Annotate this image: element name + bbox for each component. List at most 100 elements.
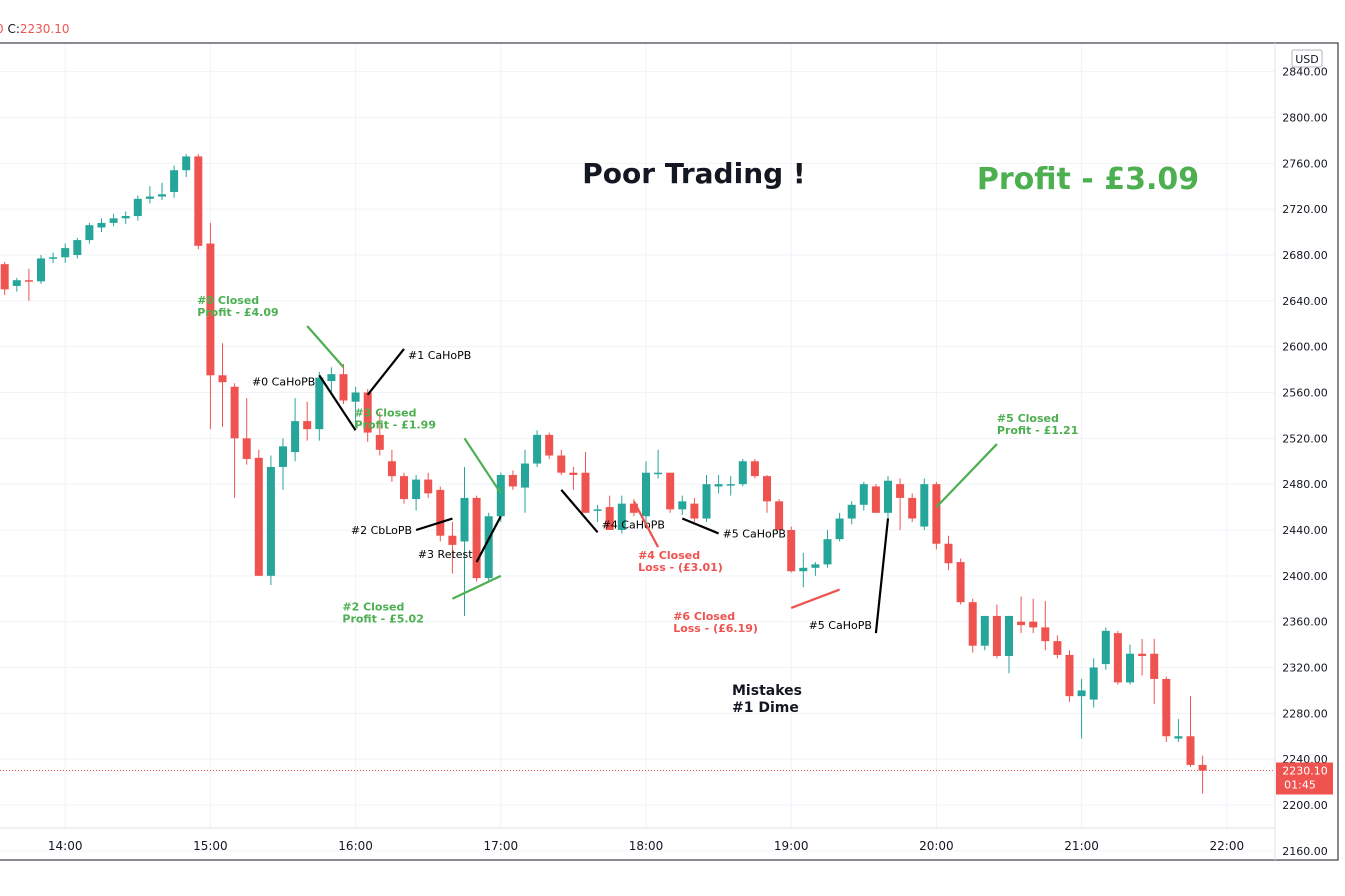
candle-down	[436, 489, 445, 536]
price-tick-label: 2760.00	[1282, 157, 1328, 170]
annotation-line	[874, 518, 890, 634]
candle-down	[1053, 641, 1062, 655]
candle-down	[1113, 633, 1122, 683]
price-tick-label: 2840.00	[1282, 66, 1328, 79]
candle-down	[605, 507, 614, 530]
candle-up	[109, 218, 118, 223]
price-axis[interactable]: 2160.002200.002240.002280.002320.002360.…	[1282, 66, 1328, 858]
candle-up	[1101, 630, 1110, 665]
mistakes-title: Mistakes	[732, 683, 802, 699]
candle-up	[533, 434, 542, 464]
time-tick-label: 22:00	[1210, 839, 1245, 853]
annotation-line	[632, 500, 660, 548]
candle-up	[496, 474, 505, 517]
price-tick-label: 2440.00	[1282, 524, 1328, 537]
annotation-line	[451, 574, 502, 600]
annotation-label: #2 Closed	[342, 601, 404, 614]
candle-down	[763, 476, 771, 502]
candle-up	[133, 198, 142, 217]
candle-down	[0, 264, 9, 290]
candle-down	[1186, 736, 1195, 765]
candle-down	[1138, 653, 1147, 657]
annotation-label: #4 CaHoPB	[602, 518, 665, 531]
annotation-label: Loss - (£6.19)	[673, 622, 758, 635]
candle-down	[254, 457, 263, 576]
annotation-label: #5 CaHoPB	[809, 619, 872, 632]
ohlc-header: 0 C:2230.10	[0, 22, 70, 36]
candles-layer	[0, 154, 1207, 794]
candle-down	[218, 375, 227, 383]
candle-up	[714, 484, 723, 487]
profit-title: Profit - £3.09	[977, 162, 1199, 197]
annotation-line	[415, 517, 453, 532]
candle-up	[158, 194, 166, 197]
candle-down	[1041, 627, 1050, 642]
candle-down	[24, 280, 33, 282]
candle-down	[448, 535, 457, 545]
candle-down	[992, 615, 1001, 657]
price-tick-label: 2640.00	[1282, 295, 1328, 308]
candle-up	[85, 225, 94, 241]
annotation-line	[935, 443, 998, 508]
last-price-value: 2230.10	[1282, 765, 1328, 778]
annotation-line	[681, 517, 720, 535]
candle-up	[145, 196, 154, 199]
candle-up	[1077, 690, 1086, 697]
candle-up	[1005, 615, 1013, 657]
candle-down	[908, 497, 917, 519]
currency-badge[interactable]: USD	[1291, 49, 1323, 68]
candle-down	[944, 543, 953, 564]
price-tick-label: 2200.00	[1282, 799, 1328, 812]
candle-down	[581, 472, 590, 513]
candle-up	[1089, 667, 1098, 700]
price-tick-label: 2480.00	[1282, 478, 1328, 491]
currency-badge-label: USD	[1295, 53, 1319, 66]
annotation-line	[318, 374, 357, 431]
candle-down	[557, 455, 566, 473]
annotation-line	[560, 489, 599, 533]
candle-up	[1126, 653, 1134, 683]
mistakes-item: #1 Dime	[732, 700, 799, 716]
candle-up	[1174, 736, 1183, 739]
candle-up	[702, 484, 711, 519]
candle-up	[726, 484, 735, 486]
candle-up	[61, 248, 70, 258]
time-tick-label: 15:00	[193, 839, 228, 853]
time-tick-label: 18:00	[629, 839, 664, 853]
candle-up	[835, 518, 844, 540]
candle-up	[654, 472, 663, 475]
time-tick-label: 19:00	[774, 839, 809, 853]
candle-down	[1150, 653, 1159, 679]
candle-down	[750, 461, 759, 477]
annotation-line	[306, 325, 345, 369]
candle-down	[629, 503, 638, 513]
time-tick-label: 21:00	[1064, 839, 1099, 853]
close-value: 2230.10	[19, 22, 70, 36]
candle-up	[73, 240, 82, 255]
candle-up	[617, 503, 626, 530]
candle-down	[896, 484, 905, 498]
candle-down	[303, 421, 312, 430]
annotation-label: #4 Closed	[638, 549, 700, 562]
candle-down	[206, 243, 215, 376]
candle-down	[871, 486, 880, 513]
last-price-badge: 2230.10 01:45	[1276, 762, 1333, 795]
candle-up	[12, 280, 21, 286]
annotation-label: #3 Closed	[355, 406, 417, 419]
annotation-label: #2 CbLoPB	[351, 524, 412, 537]
candle-down	[666, 472, 675, 510]
annotation-line	[790, 588, 840, 609]
candle-up	[460, 497, 469, 542]
candle-up	[49, 257, 58, 259]
annotation-label: #5 Closed	[997, 412, 1059, 425]
candle-down	[400, 476, 408, 500]
annotation-label: Loss - (£3.01)	[638, 561, 723, 574]
bar-countdown: 01:45	[1284, 779, 1316, 792]
chart-grid	[0, 43, 1275, 852]
time-axis[interactable]: 14:00 15:00 16:00 17:00 18:00 19:00 20:00 21:00…	[0, 827, 1275, 853]
annotation-label: #3 Retest	[418, 548, 473, 561]
annotation-line	[463, 437, 502, 494]
annotation-label: Profit - £1.99	[355, 418, 436, 431]
